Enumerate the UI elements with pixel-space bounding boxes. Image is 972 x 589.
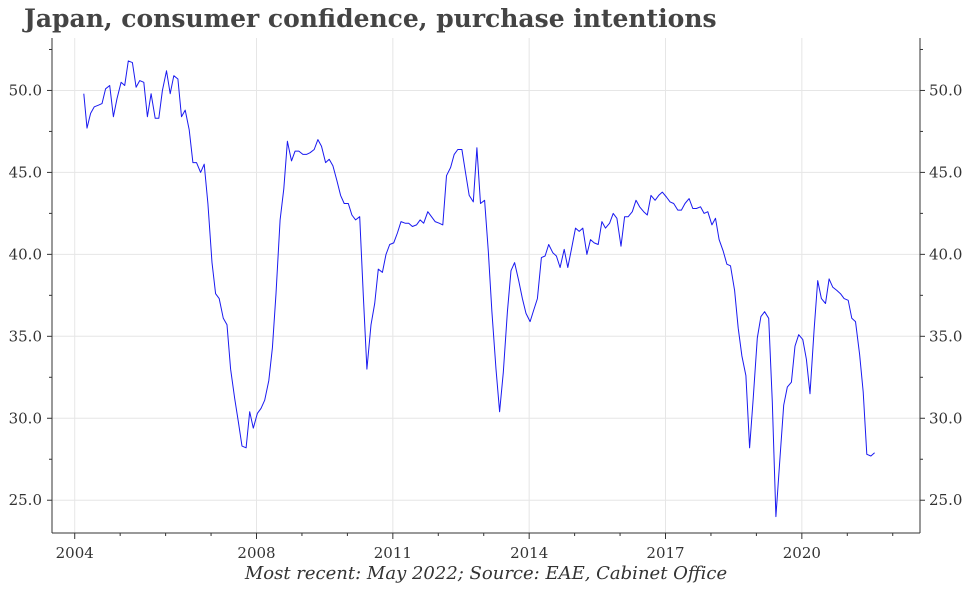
y-tick-label-right: 35.0 — [929, 327, 962, 345]
x-tick-label: 2004 — [56, 544, 94, 562]
y-tick-label-right: 40.0 — [929, 245, 962, 263]
y-tick-label-left: 30.0 — [9, 409, 42, 427]
y-tick-label-right: 50.0 — [929, 81, 962, 99]
y-tick-label-left: 40.0 — [9, 245, 42, 263]
series-line — [83, 60, 875, 518]
x-tick-label: 2017 — [646, 544, 684, 562]
chart-title: Japan, consumer confidence, purchase int… — [24, 4, 717, 33]
x-tick-label: 2020 — [783, 544, 821, 562]
chart-caption: Most recent: May 2022; Source: EAE, Cabi… — [244, 563, 728, 584]
y-tick-label-left: 25.0 — [9, 491, 42, 509]
y-tick-label-left: 50.0 — [9, 81, 42, 99]
y-tick-label-right: 25.0 — [929, 491, 962, 509]
x-tick-label: 2008 — [237, 544, 275, 562]
x-tick-label: 2014 — [510, 544, 548, 562]
y-tick-label-left: 35.0 — [9, 327, 42, 345]
x-tick-label: 2011 — [374, 544, 412, 562]
y-tick-label-left: 45.0 — [9, 163, 42, 181]
y-tick-label-right: 45.0 — [929, 163, 962, 181]
y-tick-label-right: 30.0 — [929, 409, 962, 427]
